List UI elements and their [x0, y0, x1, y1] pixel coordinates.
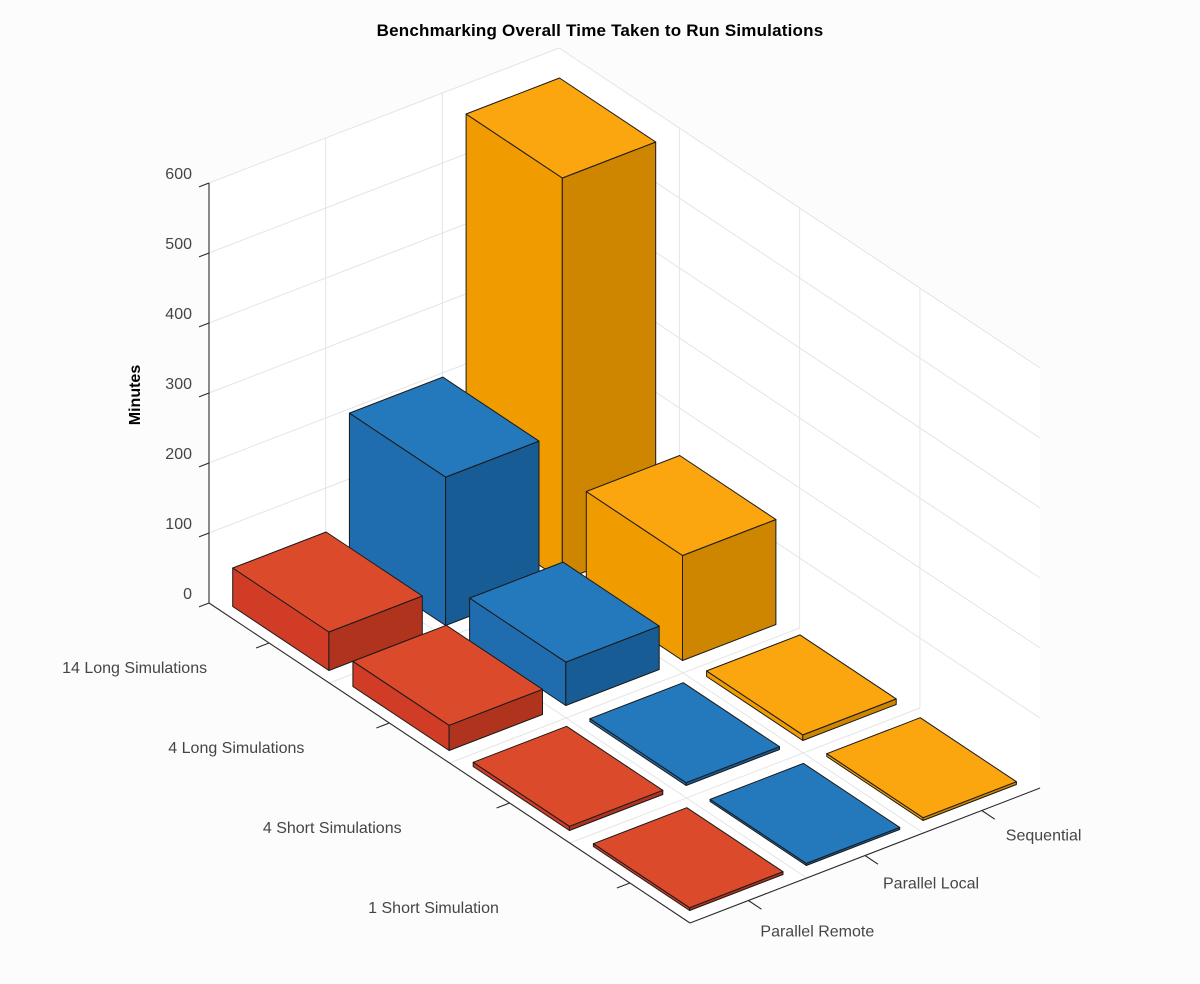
row-axis-line	[208, 602, 691, 924]
grid-floor-v2	[449, 627, 800, 764]
col-tick	[981, 810, 996, 820]
y-tick-0	[198, 602, 210, 608]
row-tick-label: 14 Long Simulations	[62, 660, 207, 677]
bar-top-face	[472, 725, 664, 827]
col-tick-label: Parallel Remote	[760, 924, 874, 941]
y-tick-100	[198, 532, 210, 538]
bar-top-face	[352, 624, 543, 726]
row-tick-label: 4 Long Simulations	[168, 740, 304, 757]
y-tick-500	[198, 252, 210, 258]
bar-top-face	[232, 531, 423, 633]
y-tick-label: 0	[183, 586, 192, 603]
row-tick	[376, 722, 390, 729]
bar-top-face	[465, 77, 657, 179]
y-tick-600	[198, 182, 210, 188]
bar-top-face	[589, 682, 780, 784]
y-tick-label: 200	[165, 446, 192, 463]
row-tick	[616, 882, 631, 889]
row-tick	[496, 802, 510, 809]
row-tick-label: 4 Short Simulations	[263, 820, 402, 837]
bar-top-face	[709, 762, 901, 864]
col-tick	[748, 900, 762, 910]
grid-back-h600	[208, 47, 560, 184]
y-tick-label: 400	[165, 306, 192, 323]
col-tick-label: Parallel Local	[883, 876, 979, 893]
y-tick-label: 300	[165, 376, 192, 393]
col-tick	[864, 855, 879, 865]
row-tick	[255, 642, 270, 649]
y-tick-label: 100	[165, 516, 192, 533]
grid-floor-v3	[569, 707, 921, 844]
row-tick-label: 1 Short Simulation	[368, 900, 499, 917]
y-tick-200	[198, 462, 210, 468]
y-tick-400	[198, 322, 210, 328]
y-tick-label: 600	[165, 166, 192, 183]
bar-top-face	[592, 807, 784, 909]
bar-top-face	[348, 376, 540, 478]
bar-top-face	[826, 717, 1017, 819]
y-tick-label: 500	[165, 236, 192, 253]
chart-title: Benchmarking Overall Time Taken to Run S…	[376, 21, 824, 40]
bar-top-face	[706, 634, 897, 736]
bar-top-face	[585, 455, 777, 556]
bar-top-face	[469, 561, 660, 663]
col-tick-label: Sequential	[1006, 828, 1082, 845]
y-tick-300	[198, 392, 210, 398]
